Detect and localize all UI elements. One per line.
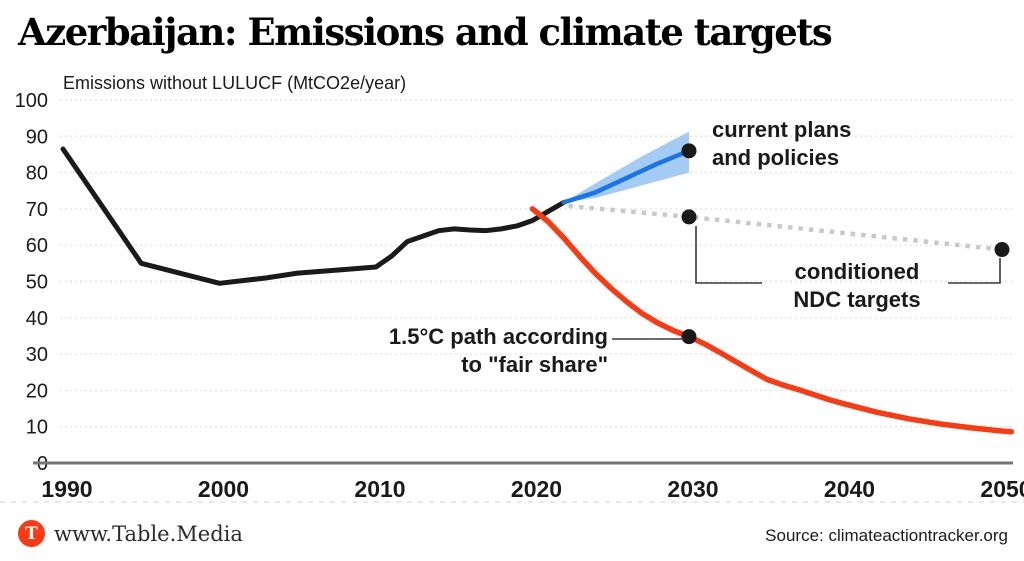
fair-share-path-line — [529, 206, 1015, 435]
source-credit: Source: climateactiontracker.org — [765, 526, 1008, 545]
data-point-marker — [681, 209, 697, 225]
x-tick-label: 2000 — [198, 476, 249, 502]
y-axis-title: Emissions without LULUCF (MtCO2e/year) — [63, 73, 407, 93]
y-tick-label: 10 — [26, 417, 48, 439]
connector-ndc-2050 — [948, 258, 1001, 284]
annotation-ndc-line1: conditioned — [794, 259, 920, 284]
x-tick-label: 2020 — [511, 476, 562, 502]
x-tick-label: 1990 — [41, 476, 92, 502]
ndc-targets-line — [568, 203, 1003, 252]
x-tick-label: 2050 — [980, 476, 1024, 502]
y-tick-label: 40 — [26, 308, 48, 330]
x-tick-label: 2030 — [667, 476, 718, 502]
y-tick-label: 20 — [26, 380, 48, 402]
annotation-fair-share: 1.5°C path according to "fair share" — [338, 323, 608, 379]
current-policies-line — [561, 148, 692, 205]
connector-ndc-2030 — [695, 226, 762, 284]
x-tick-label: 2040 — [824, 476, 875, 502]
annotation-fair-line1: 1.5°C path according — [388, 324, 608, 349]
y-tick-label: 70 — [26, 199, 48, 221]
annotation-current-plans-line1: current plans — [712, 117, 852, 142]
policies-uncertainty-band — [563, 131, 689, 203]
y-tick-label: 30 — [26, 344, 48, 366]
brand-url: www.Table.Media — [54, 521, 243, 546]
x-tick-label: 2010 — [354, 476, 405, 502]
y-tick-label: 90 — [26, 126, 48, 148]
y-tick-label: 100 — [15, 90, 48, 112]
table-media-logo-icon: T — [18, 520, 45, 547]
page-title: Azerbaijan: Emissions and climate target… — [18, 10, 833, 54]
data-point-marker — [994, 242, 1010, 258]
data-point-marker — [681, 329, 697, 345]
annotation-ndc-targets: conditioned NDC targets — [772, 258, 942, 314]
historical-emissions-line — [60, 146, 567, 286]
annotation-current-plans: current plans and policies — [712, 116, 851, 172]
annotation-fair-line2: to "fair share" — [461, 352, 608, 377]
annotation-current-plans-line2: and policies — [712, 145, 840, 170]
y-tick-label: 50 — [26, 272, 48, 294]
data-point-marker — [681, 143, 697, 159]
y-tick-label: 80 — [26, 163, 48, 185]
brand-footer: T www.Table.Media — [18, 520, 243, 547]
annotation-ndc-line2: NDC targets — [793, 287, 921, 312]
y-tick-label: 60 — [26, 235, 48, 257]
